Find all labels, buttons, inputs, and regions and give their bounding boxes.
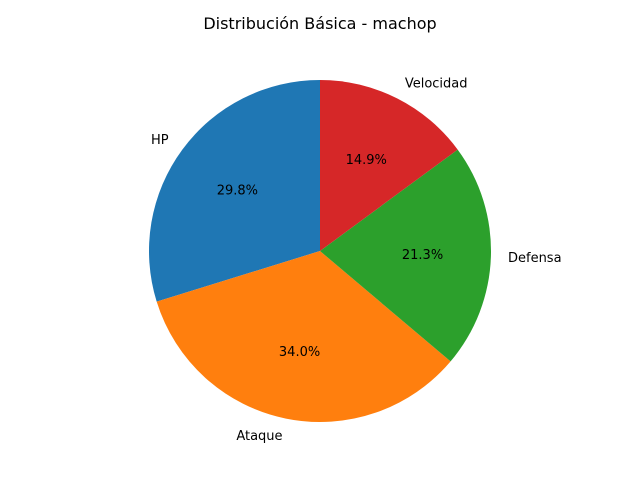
chart-title: Distribución Básica - machop	[203, 14, 436, 33]
pie-slices	[149, 80, 492, 423]
slice-percent-hp: 29.8%	[217, 184, 258, 199]
slice-percent-defensa: 21.3%	[402, 248, 443, 263]
pie-slice-ataque	[156, 251, 451, 423]
pie-slice-hp	[149, 80, 320, 302]
slice-label-hp: HP	[151, 133, 169, 148]
slice-label-defensa: Defensa	[508, 251, 562, 266]
pie-slice-defensa	[320, 149, 492, 362]
slice-percent-velocidad: 14.9%	[346, 153, 387, 168]
slice-label-ataque: Ataque	[236, 429, 282, 444]
slice-percent-ataque: 34.0%	[279, 345, 320, 360]
slice-label-velocidad: Velocidad	[405, 77, 468, 92]
pie-slice-velocidad	[320, 80, 458, 251]
pie-labels: HP 29.8% Ataque 34.0% Defensa 21.3% Velocidad 1…	[151, 77, 562, 444]
